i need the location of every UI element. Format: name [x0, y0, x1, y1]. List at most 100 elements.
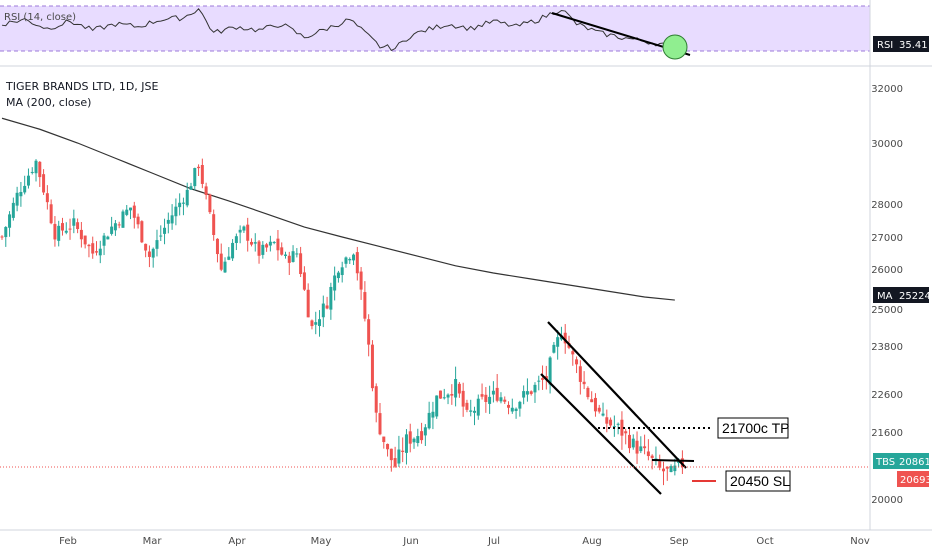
- candle-body: [491, 390, 495, 395]
- candle-body: [234, 236, 238, 244]
- candle-body: [537, 380, 541, 382]
- y-tick-label: 20000: [871, 495, 903, 506]
- candle-body: [166, 219, 170, 224]
- candle-body: [19, 191, 23, 197]
- candle-body: [620, 419, 624, 436]
- x-axis: Feb Mar Apr May Jun Jul Aug Sep Oct Nov: [59, 536, 870, 547]
- candle-body: [38, 161, 42, 178]
- candle-body: [333, 275, 337, 291]
- tp-label-box: [717, 417, 789, 439]
- candle-body: [548, 357, 552, 385]
- rsi-tag-label: RSI: [877, 40, 893, 51]
- candle-body: [529, 391, 533, 394]
- candle-body: [132, 205, 136, 218]
- y-tick-label: 32000: [871, 84, 903, 95]
- candle-body: [79, 229, 83, 240]
- candle-body: [590, 399, 594, 403]
- candle-body: [518, 401, 522, 409]
- ma-line: [1, 117, 675, 301]
- x-tick-label: Apr: [228, 536, 246, 547]
- candle-body: [261, 244, 265, 255]
- candle-body: [321, 303, 325, 318]
- resistance-line: [651, 459, 695, 462]
- candle-body: [314, 322, 318, 325]
- candle-body: [499, 397, 503, 402]
- candle-body: [340, 267, 344, 276]
- x-tick-label: May: [311, 536, 332, 547]
- candle-body: [601, 413, 605, 416]
- candle-body: [639, 446, 643, 452]
- candle-body: [30, 171, 34, 173]
- candle-body: [151, 248, 155, 258]
- candle-body: [91, 243, 95, 254]
- candle-body: [23, 185, 27, 193]
- candle-body: [378, 413, 382, 435]
- y-tick-label: 27000: [871, 233, 903, 244]
- candle-body: [480, 394, 484, 397]
- candle-body: [665, 466, 669, 469]
- candle-body: [284, 254, 287, 256]
- candle-body: [178, 202, 182, 208]
- candle-body: [382, 436, 386, 443]
- y-tick-label: 26000: [871, 265, 903, 276]
- candle-body: [15, 192, 19, 206]
- candle-body: [231, 242, 235, 259]
- candle-body: [45, 193, 49, 203]
- candle-body: [635, 440, 639, 454]
- rsi-layer: [1, 8, 691, 60]
- candle-body: [552, 344, 556, 353]
- candle-body: [408, 431, 412, 444]
- candle-body: [204, 186, 208, 195]
- candle-body: [662, 468, 665, 472]
- rsi-tag-value: 35.41: [899, 40, 928, 51]
- candle-body: [34, 160, 38, 174]
- y-tick-label: 23800: [871, 342, 903, 353]
- candle-body: [193, 168, 197, 187]
- candle-body: [461, 390, 465, 407]
- candle-body: [110, 226, 114, 234]
- candle-body: [11, 202, 15, 218]
- candle-body: [525, 391, 529, 395]
- x-tick-label: Jun: [402, 536, 419, 547]
- candle-body: [219, 253, 223, 270]
- candle-body: [522, 391, 526, 398]
- candle-body: [473, 410, 476, 413]
- candle-body: [113, 223, 117, 231]
- drawing-layer: [540, 321, 695, 495]
- candle-body: [325, 305, 329, 309]
- candle-body: [144, 243, 148, 251]
- rsi-tag-bg: [873, 36, 929, 52]
- candle-body: [627, 434, 631, 449]
- candle-body: [87, 244, 91, 247]
- candle-body: [212, 214, 216, 235]
- sl-label: 20450 SL: [730, 473, 790, 489]
- candle-body: [185, 189, 189, 206]
- candle-body: [533, 384, 537, 393]
- candle-body: [197, 166, 201, 169]
- prev-tag-value: 20693: [900, 475, 932, 486]
- prev-tag-bg: [897, 471, 929, 487]
- y-tick-label: 21600: [871, 428, 903, 439]
- candle-body: [155, 240, 159, 249]
- candle-body: [352, 254, 356, 261]
- candle-body: [57, 225, 61, 241]
- candle-body: [423, 427, 427, 436]
- candle-body: [643, 446, 647, 449]
- candle-body: [658, 461, 662, 468]
- y-tick-label: 25000: [871, 305, 903, 316]
- ma-layer: [1, 117, 675, 301]
- candle-body: [64, 230, 68, 233]
- candle-body: [450, 394, 454, 396]
- candle-body: [431, 411, 435, 418]
- candle-body: [102, 235, 106, 246]
- candle-body: [457, 383, 461, 394]
- candle-body: [200, 165, 204, 184]
- candle-body: [318, 319, 322, 326]
- candle-body: [510, 407, 514, 412]
- candle-body: [446, 394, 450, 398]
- channel-upper-line: [547, 321, 687, 469]
- candle-body: [208, 194, 212, 213]
- candle-body: [669, 466, 673, 473]
- candle-body: [416, 436, 420, 444]
